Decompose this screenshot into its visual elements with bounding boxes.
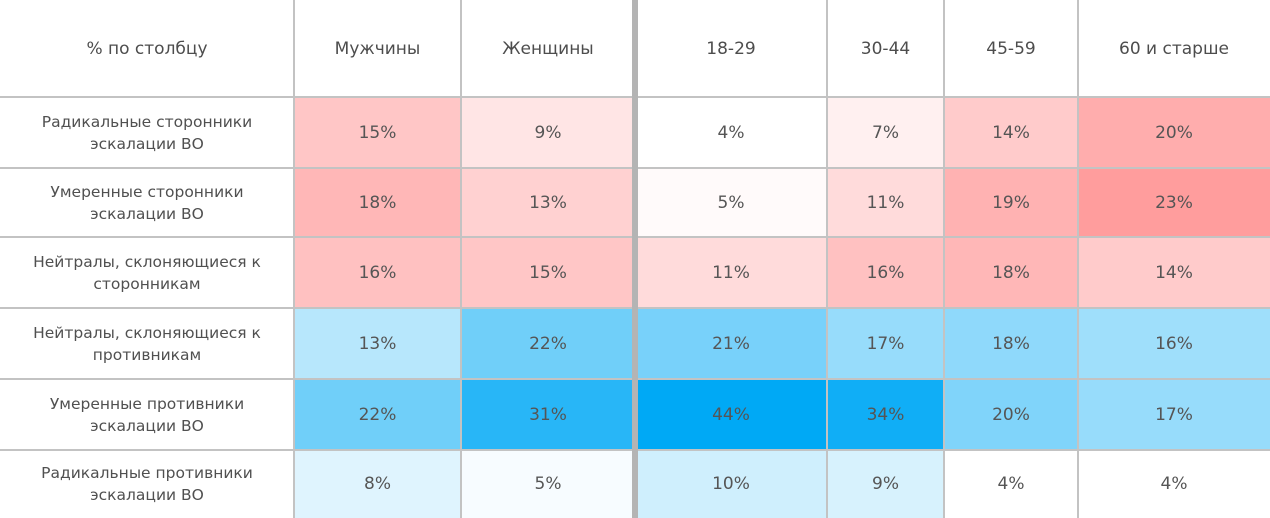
heatmap-cell: 18% bbox=[294, 168, 461, 237]
heatmap-cell: 16% bbox=[1078, 308, 1270, 379]
column-header: Женщины bbox=[502, 38, 594, 59]
heatmap-cell: 15% bbox=[294, 97, 461, 168]
heatmap-cell: 17% bbox=[827, 308, 944, 379]
heatmap-cell: 31% bbox=[461, 379, 635, 450]
row-label: Нейтралы, склоняющиеся к противникам bbox=[33, 323, 261, 364]
heatmap-cell: 20% bbox=[1078, 97, 1270, 168]
heatmap-cell: 9% bbox=[461, 97, 635, 168]
heatmap-cell: 23% bbox=[1078, 168, 1270, 237]
heatmap-cell: 19% bbox=[944, 168, 1078, 237]
heatmap-cell: 15% bbox=[461, 237, 635, 308]
heatmap-cell: 11% bbox=[827, 168, 944, 237]
heatmap-cell: 18% bbox=[944, 237, 1078, 308]
heatmap-cell: 16% bbox=[294, 237, 461, 308]
heatmap-cell: 34% bbox=[827, 379, 944, 450]
group-separator bbox=[632, 0, 638, 518]
column-header: Мужчины bbox=[334, 38, 421, 59]
heatmap-cell: 20% bbox=[944, 379, 1078, 450]
heatmap-cell: 4% bbox=[944, 450, 1078, 518]
heatmap-cell: 5% bbox=[461, 450, 635, 518]
heatmap-cell: 4% bbox=[1078, 450, 1270, 518]
heatmap-cell: 5% bbox=[635, 168, 827, 237]
grid-line bbox=[293, 0, 295, 518]
row-label: Радикальные противники эскалации ВО bbox=[41, 464, 253, 504]
column-header: 45-59 bbox=[986, 38, 1036, 59]
heatmap-cell: 22% bbox=[461, 308, 635, 379]
row-label: Нейтралы, склоняющиеся к сторонникам bbox=[33, 252, 261, 293]
grid-line bbox=[1077, 0, 1079, 518]
heatmap-cell: 44% bbox=[635, 379, 827, 450]
heatmap-cell: 7% bbox=[827, 97, 944, 168]
column-header: 60 и старше bbox=[1119, 38, 1229, 59]
heatmap-cell: 14% bbox=[944, 97, 1078, 168]
grid-line bbox=[943, 0, 945, 518]
grid-line bbox=[460, 0, 462, 518]
heatmap-cell: 10% bbox=[635, 450, 827, 518]
heatmap-cell: 21% bbox=[635, 308, 827, 379]
heatmap-cell: 22% bbox=[294, 379, 461, 450]
corner-header: % по столбцу bbox=[86, 38, 208, 59]
heatmap-cell: 13% bbox=[294, 308, 461, 379]
heatmap-cell: 13% bbox=[461, 168, 635, 237]
heatmap-cell: 17% bbox=[1078, 379, 1270, 450]
row-label: Радикальные сторонники эскалации ВО bbox=[41, 112, 253, 153]
heatmap-cell: 14% bbox=[1078, 237, 1270, 308]
row-label: Умеренные сторонники эскалации ВО bbox=[50, 182, 244, 223]
heatmap-cell: 11% bbox=[635, 237, 827, 308]
heatmap-cell: 9% bbox=[827, 450, 944, 518]
heatmap-cell: 16% bbox=[827, 237, 944, 308]
heatmap-cell: 18% bbox=[944, 308, 1078, 379]
heatmap-cell: 4% bbox=[635, 97, 827, 168]
heatmap-cell: 8% bbox=[294, 450, 461, 518]
row-label: Умеренные противники эскалации ВО bbox=[49, 394, 245, 435]
column-header: 18-29 bbox=[706, 38, 756, 59]
column-header: 30-44 bbox=[860, 38, 911, 59]
grid-line bbox=[826, 0, 828, 518]
